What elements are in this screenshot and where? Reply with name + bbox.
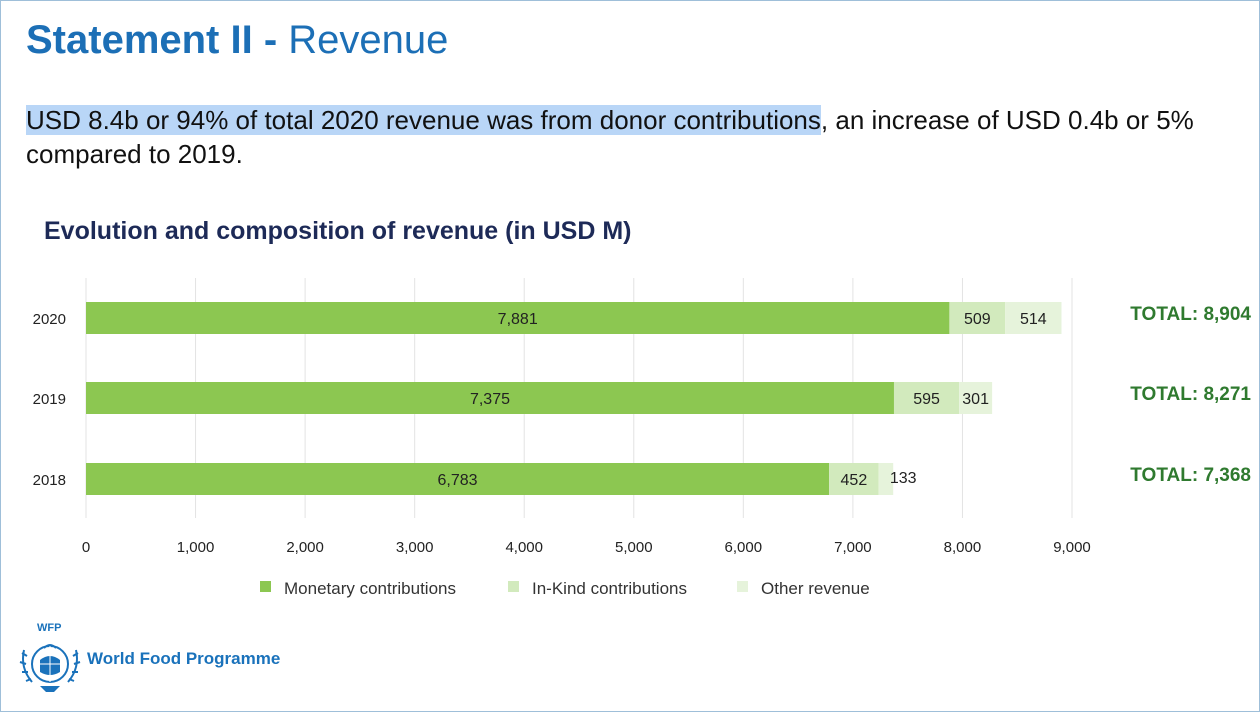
total-label: TOTAL: 7,368 xyxy=(1130,465,1251,486)
x-tick-label: 0 xyxy=(82,539,90,556)
x-tick-label: 1,000 xyxy=(177,539,215,556)
x-tick-label: 7,000 xyxy=(834,539,872,556)
bar-in-kind-contributions xyxy=(949,302,1006,334)
category-label: 2018 xyxy=(33,472,66,489)
category-label: 2019 xyxy=(33,391,66,408)
x-tick-label: 4,000 xyxy=(505,539,543,556)
legend-label: In-Kind contributions xyxy=(532,579,687,598)
data-label: 7,881 xyxy=(498,311,538,328)
bar-other-revenue xyxy=(878,463,894,495)
bar-other-revenue xyxy=(1005,302,1062,334)
legend-swatch xyxy=(260,581,271,592)
bar-other-revenue xyxy=(959,382,993,414)
legend-swatch xyxy=(508,581,519,592)
x-tick-label: 5,000 xyxy=(615,539,653,556)
total-label: TOTAL: 8,271 xyxy=(1130,384,1251,405)
wfp-emblem-icon xyxy=(19,644,81,692)
title-rest: Revenue xyxy=(288,18,449,62)
summary-rest: , an increase of USD 0.4b or 5% compared… xyxy=(26,105,1194,169)
category-label: 2020 xyxy=(33,311,66,328)
bar-monetary-contributions xyxy=(86,463,830,495)
x-tick-label: 9,000 xyxy=(1053,539,1091,556)
summary-highlight: USD 8.4b or 94% of total 2020 revenue wa… xyxy=(26,105,821,135)
legend-swatch xyxy=(737,581,748,592)
bar-in-kind-contributions xyxy=(829,463,879,495)
bar-in-kind-contributions xyxy=(893,382,960,414)
x-tick-label: 6,000 xyxy=(725,539,763,556)
data-label: 301 xyxy=(962,391,989,408)
data-label: 7,375 xyxy=(470,391,510,408)
data-label: 595 xyxy=(913,391,940,408)
title-bold: Statement II xyxy=(26,18,253,62)
x-tick-label: 3,000 xyxy=(396,539,434,556)
data-label: 452 xyxy=(841,472,868,489)
data-label: 6,783 xyxy=(438,472,478,489)
logo-abbr: WFP xyxy=(37,622,62,634)
data-label: 509 xyxy=(964,311,991,328)
bar-monetary-contributions xyxy=(86,302,950,334)
bar-monetary-contributions xyxy=(86,382,894,414)
legend-label: Other revenue xyxy=(761,579,870,598)
wfp-logo: WFP World Food Programme xyxy=(14,622,314,698)
summary-text: USD 8.4b or 94% of total 2020 revenue wa… xyxy=(26,103,1241,171)
page-title: Statement II - Revenue xyxy=(26,16,448,64)
logo-name: World Food Programme xyxy=(87,649,281,668)
data-label: 133 xyxy=(890,470,917,487)
chart-title: Evolution and composition of revenue (in… xyxy=(44,217,632,245)
title-separator: - xyxy=(252,18,289,62)
x-tick-label: 2,000 xyxy=(286,539,324,556)
legend-label: Monetary contributions xyxy=(284,579,456,598)
data-label: 514 xyxy=(1020,311,1047,328)
total-label: TOTAL: 8,904 xyxy=(1130,304,1251,325)
x-tick-label: 8,000 xyxy=(944,539,982,556)
